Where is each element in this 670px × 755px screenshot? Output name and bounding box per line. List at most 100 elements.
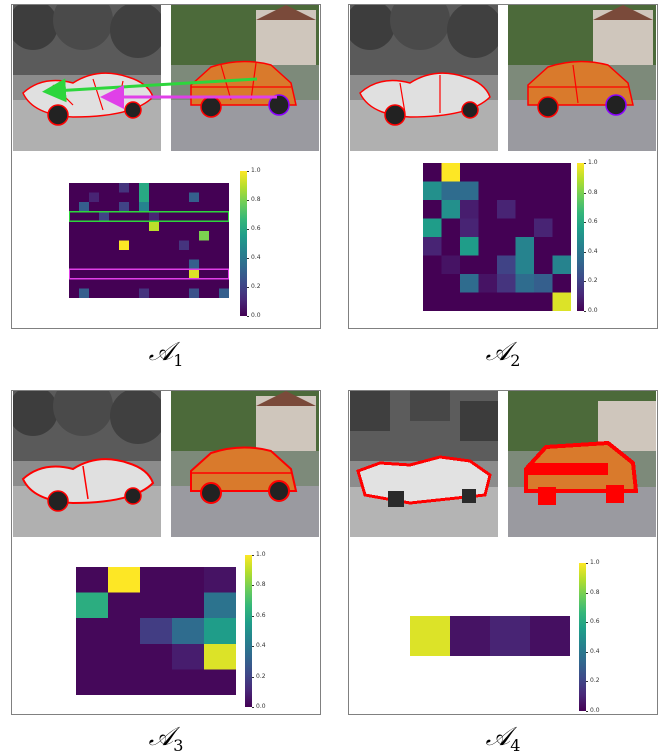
colorbar-tick-label: 0.8: [256, 581, 266, 589]
heatmap-cell: [169, 259, 180, 270]
heatmap-cell: [69, 288, 80, 299]
image-pair: [349, 391, 657, 539]
heatmap-cell: [69, 211, 80, 222]
colorbar-tick-label: 0.2: [588, 277, 598, 285]
heatmap-cell: [99, 259, 110, 270]
heatmap-cell: [149, 288, 160, 299]
heatmap-cell: [515, 237, 535, 256]
heatmap-cell: [441, 274, 461, 293]
panel-a1: 0.0 0.2 0.4 0.6 0.8 1.0: [11, 4, 321, 329]
heatmap-cell: [497, 292, 516, 312]
heatmap-cell: [552, 274, 572, 293]
heatmap-cell: [189, 250, 200, 261]
heatmap-cell: [109, 202, 120, 213]
colorbar: [579, 563, 586, 711]
heatmap-cell: [172, 669, 205, 696]
heatmap-cell: [89, 288, 100, 299]
heatmap-cell: [219, 240, 230, 251]
heatmap-cell: [199, 202, 210, 213]
heatmap-cell: [119, 278, 130, 289]
heatmap-cell: [119, 288, 130, 299]
highlighted-row: [68, 211, 230, 222]
colorbar-tick-label: 0.6: [590, 618, 600, 626]
heatmap-cell: [189, 183, 200, 194]
heatmap-cell: [497, 218, 516, 238]
heatmap-cell: [179, 259, 190, 270]
heatmap-cell: [209, 240, 220, 251]
heatmap-cell: [108, 592, 141, 619]
heatmap-cell: [552, 163, 572, 182]
panel-a3: 0.0 0.2 0.4 0.6 0.8 1.0: [11, 390, 321, 715]
heatmap: [68, 183, 230, 299]
heatmap-cell: [552, 200, 572, 219]
heatmap-cell: [497, 255, 516, 275]
colorbar-tick-mark: [247, 316, 249, 317]
heatmap-cell: [169, 183, 180, 194]
heatmap-cell: [109, 192, 120, 203]
heatmap: [76, 567, 237, 696]
heatmap-cell: [490, 616, 531, 657]
heatmap-cell: [209, 269, 220, 280]
colorbar-tick-mark: [247, 258, 249, 259]
heatmap-cell: [108, 643, 141, 670]
heatmap-cell: [109, 221, 120, 232]
heatmap-cell: [497, 163, 516, 182]
heatmap-cell: [209, 192, 220, 203]
heatmap-cell: [149, 269, 160, 280]
heatmap-cell: [515, 200, 535, 219]
colorbar-tick-label: 0.6: [588, 218, 598, 226]
heatmap-cell: [199, 221, 210, 232]
colorbar-tick-label: 0.4: [588, 247, 598, 255]
colorbar-tick-mark: [586, 563, 588, 564]
colorbar-tick-label: 0.2: [590, 677, 600, 685]
heatmap-cell: [99, 240, 110, 251]
heatmap-cell: [189, 211, 200, 222]
photo-silver-car: [350, 391, 498, 537]
heatmap-cell: [129, 183, 140, 194]
heatmap-cell: [169, 211, 180, 222]
heatmap-cell: [140, 643, 173, 670]
heatmap-cell: [139, 202, 150, 213]
heatmap-cell: [179, 183, 190, 194]
heatmap-cell: [534, 237, 553, 256]
heatmap-cell: [69, 278, 80, 289]
heatmap-cell: [204, 592, 237, 619]
colorbar: [245, 555, 252, 707]
heatmap-cell: [423, 274, 442, 293]
heatmap-cell: [530, 616, 571, 657]
heatmap-cell: [441, 200, 461, 219]
image-pair: [349, 5, 657, 153]
heatmap-cell: [69, 269, 80, 280]
photo-silver-car: [13, 5, 161, 151]
heatmap-cell: [69, 183, 80, 194]
heatmap-cell: [478, 237, 498, 256]
heatmap-cell: [515, 255, 535, 275]
heatmap-cell: [460, 255, 479, 275]
heatmap-cell: [149, 230, 160, 241]
heatmap-cell: [119, 250, 130, 261]
heatmap-cell: [219, 269, 230, 280]
heatmap-cell: [219, 250, 230, 261]
heatmap-cell: [169, 192, 180, 203]
heatmap-cell: [199, 183, 210, 194]
heatmap-cell: [159, 269, 170, 280]
heatmap-cell: [497, 237, 516, 256]
heatmap-cell: [169, 202, 180, 213]
heatmap-cell: [149, 202, 160, 213]
heatmap-cell: [108, 669, 141, 696]
heatmap-cell: [189, 221, 200, 232]
correspondence-arrows: [42, 77, 277, 109]
heatmap-cell: [89, 269, 100, 280]
heatmap-cell: [76, 669, 109, 696]
heatmap-cell: [69, 230, 80, 241]
colorbar-tick-mark: [586, 622, 588, 624]
heatmap-cell: [109, 250, 120, 261]
heatmap-cell: [534, 181, 553, 201]
heatmap-cell: [169, 240, 180, 251]
heatmap-cell: [172, 643, 205, 670]
colorbar-tick-mark: [586, 651, 588, 653]
colorbar-tick-label: 0.6: [251, 225, 261, 232]
arrow-green: [42, 77, 258, 103]
heatmap-cell: [129, 192, 140, 203]
heatmap: [423, 163, 572, 312]
